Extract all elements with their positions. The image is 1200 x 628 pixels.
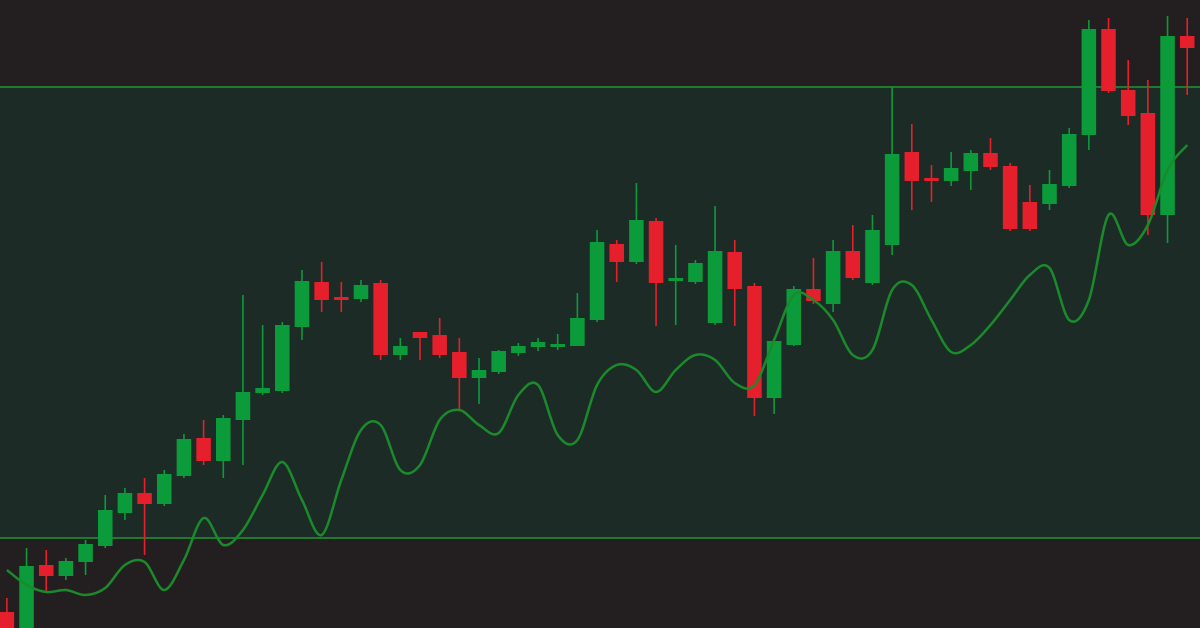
candle-body — [943, 168, 959, 181]
candle-body — [1160, 36, 1175, 215]
candle-body — [196, 438, 211, 461]
candle-body — [137, 493, 152, 504]
candle-body — [78, 544, 93, 562]
candle-body — [766, 341, 782, 398]
candle-body — [19, 566, 34, 628]
candle-body — [38, 565, 54, 576]
candle-body — [511, 346, 526, 353]
candle-body — [530, 342, 546, 347]
candle-body — [589, 242, 605, 320]
candle-body — [1081, 29, 1097, 135]
candle-body — [1140, 113, 1156, 215]
candle-body — [97, 510, 113, 546]
candle-body — [727, 252, 743, 289]
candle-body — [884, 154, 900, 245]
candle-body — [609, 244, 624, 262]
candle-body — [58, 561, 74, 576]
candle-body — [176, 439, 192, 476]
candle-body — [963, 153, 979, 171]
candle-body — [1042, 184, 1057, 204]
candle-body — [707, 251, 723, 323]
candle-body — [786, 289, 802, 345]
candle-body — [491, 351, 506, 372]
candle-body — [0, 612, 15, 628]
candle-body — [629, 220, 644, 262]
candle-body — [550, 344, 565, 347]
candle-body — [1022, 202, 1038, 229]
candle-body — [156, 474, 172, 504]
candle-body — [904, 152, 920, 181]
candle-body — [294, 281, 310, 327]
candle-body — [924, 178, 939, 181]
candle-body — [275, 325, 290, 391]
candle-body — [570, 318, 585, 346]
candle-body — [353, 285, 369, 299]
candle-body — [432, 335, 447, 355]
candle-body — [747, 286, 762, 398]
candle-body — [1101, 29, 1116, 91]
candle-body — [865, 230, 880, 283]
candle-body — [668, 278, 684, 281]
candle-body — [216, 418, 231, 461]
candle-body — [983, 153, 998, 167]
candle-body — [393, 346, 408, 355]
candle-body — [452, 352, 467, 378]
candle-body — [117, 493, 133, 513]
candle-body — [235, 392, 251, 420]
candle-body — [373, 283, 388, 355]
candle-body — [412, 332, 428, 338]
candle-body — [255, 388, 270, 393]
candle-body — [314, 282, 329, 300]
indicator-line — [6, 144, 1189, 597]
candle-body — [688, 263, 703, 282]
candle-body — [1120, 90, 1136, 116]
candle-body — [825, 251, 841, 304]
candle-body — [648, 221, 664, 283]
candle-body — [471, 370, 487, 378]
candle-body — [1002, 166, 1018, 229]
candle-body — [1179, 36, 1195, 48]
candle-body — [845, 251, 861, 278]
candle-body — [1061, 134, 1077, 186]
candle-body — [334, 297, 349, 300]
